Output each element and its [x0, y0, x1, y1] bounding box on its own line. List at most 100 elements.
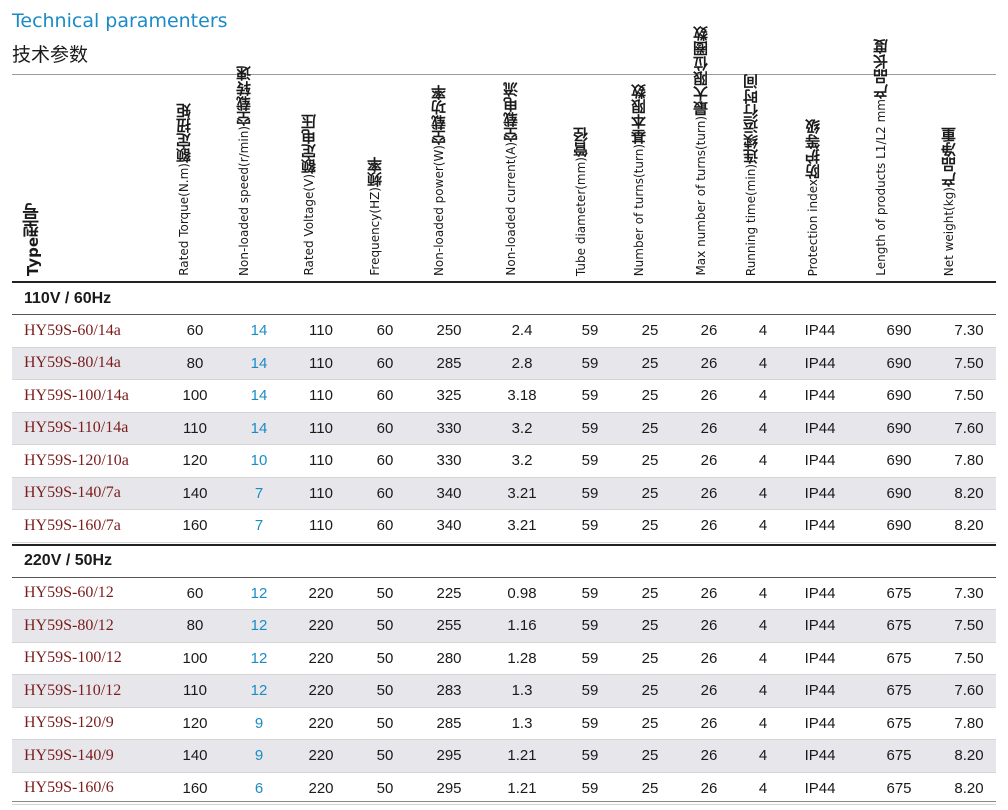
cell-maxturns: 26	[700, 617, 718, 635]
cell-turns: 25	[641, 747, 659, 765]
cell-protection: IP44	[804, 354, 836, 372]
cell-protection: IP44	[804, 747, 836, 765]
cell-maxturns: 26	[700, 452, 718, 470]
cell-frequency: 50	[376, 747, 394, 765]
cell-frequency: 50	[376, 617, 394, 635]
cell-frequency: 50	[376, 649, 394, 667]
cell-speed: 12	[250, 617, 268, 635]
cell-current: 1.3	[511, 714, 533, 732]
cell-protection: IP44	[804, 714, 836, 732]
cell-speed: 14	[250, 354, 268, 372]
cell-voltage: 220	[308, 617, 334, 635]
cell-protection: IP44	[804, 419, 836, 437]
cell-length: 675	[886, 714, 912, 732]
column-header-turns: Number of turns(turn)基本限数	[630, 84, 648, 276]
column-header-voltage-cn: 额定电压	[300, 114, 318, 175]
column-header-current: Non-loaded current(A)空载电流	[502, 82, 520, 276]
cell-type: HY59S-110/14a	[24, 419, 129, 437]
column-header-tube-cn: 管径	[572, 126, 590, 157]
cell-protection: IP44	[804, 517, 836, 535]
column-header-length: Length of products L1/L2 mm产品长度	[872, 39, 890, 276]
column-header-torque-cn: 额定扭矩	[175, 103, 193, 164]
cell-speed: 12	[250, 682, 268, 700]
cell-frequency: 60	[376, 484, 394, 502]
cell-weight: 7.60	[954, 419, 984, 437]
cell-torque: 60	[186, 322, 204, 340]
cell-power: 330	[436, 452, 462, 470]
cell-maxturns: 26	[700, 779, 718, 797]
column-header-frequency-en: Frequency(HZ)	[368, 187, 382, 276]
cell-power: 340	[436, 484, 462, 502]
table-row: HY59S-140/9 140 9 220 50 295 1.21 59 25 26 4 IP44 67…	[12, 740, 996, 773]
cell-power: 225	[436, 584, 462, 602]
table-row: HY59S-80/12 80 12 220 50 255 1.16 59 25 26 4 IP44 67…	[12, 610, 996, 643]
column-header-type-cn: 型号	[23, 202, 43, 237]
cell-turns: 25	[641, 322, 659, 340]
cell-type: HY59S-100/14a	[24, 386, 129, 404]
cell-torque: 140	[182, 747, 208, 765]
cell-length: 690	[886, 419, 912, 437]
cell-frequency: 50	[376, 584, 394, 602]
cell-type: HY59S-120/10a	[24, 451, 129, 469]
cell-voltage: 220	[308, 714, 334, 732]
cell-weight: 7.50	[954, 617, 984, 635]
column-header-speed: Non-loaded speed(r/min)空载转速	[235, 66, 253, 276]
cell-weight: 7.50	[954, 354, 984, 372]
cell-frequency: 60	[376, 322, 394, 340]
cell-current: 3.21	[507, 484, 537, 502]
cell-maxturns: 26	[700, 714, 718, 732]
cell-length: 675	[886, 617, 912, 635]
column-header-speed-cn: 空载转速	[235, 66, 253, 127]
section-header: 110V / 60Hz	[12, 281, 996, 315]
page-title-english: Technical paramenters	[12, 10, 228, 32]
cell-speed: 9	[254, 747, 264, 765]
table-row: HY59S-110/12 110 12 220 50 283 1.3 59 25 26 4 IP44 6…	[12, 675, 996, 708]
column-header-power: Non-loaded power(W)空载功率	[430, 85, 448, 276]
cell-torque: 60	[186, 584, 204, 602]
cell-maxturns: 26	[700, 322, 718, 340]
cell-frequency: 60	[376, 419, 394, 437]
cell-frequency: 50	[376, 682, 394, 700]
cell-runtime: 4	[758, 649, 768, 667]
cell-type: HY59S-160/6	[24, 779, 114, 797]
column-header-length-en: Length of products L1/L2 mm	[874, 99, 888, 276]
column-header-torque-en: Rated Torque(N.m)	[177, 163, 191, 276]
column-header-protection-cn: 防护等级	[804, 118, 822, 179]
cell-runtime: 4	[758, 714, 768, 732]
cell-maxturns: 26	[700, 747, 718, 765]
cell-runtime: 4	[758, 747, 768, 765]
cell-power: 295	[436, 779, 462, 797]
column-header-runtime: Running time(min)连续运行时间	[742, 74, 760, 276]
cell-runtime: 4	[758, 584, 768, 602]
cell-voltage: 220	[308, 649, 334, 667]
cell-current: 1.16	[507, 617, 537, 635]
cell-speed: 7	[254, 484, 264, 502]
cell-maxturns: 26	[700, 387, 718, 405]
cell-current: 3.2	[511, 452, 533, 470]
cell-speed: 12	[250, 584, 268, 602]
cell-tube: 59	[581, 747, 599, 765]
cell-length: 690	[886, 484, 912, 502]
table-row: HY59S-110/14a 110 14 110 60 330 3.2 59 25 26 4 IP44…	[12, 412, 996, 445]
cell-torque: 80	[186, 354, 204, 372]
cell-type: HY59S-80/12	[24, 616, 114, 634]
cell-frequency: 50	[376, 714, 394, 732]
cell-maxturns: 26	[700, 517, 718, 535]
cell-voltage: 110	[309, 517, 333, 535]
cell-length: 675	[886, 747, 912, 765]
cell-turns: 25	[641, 354, 659, 372]
cell-turns: 25	[641, 682, 659, 700]
column-header-maxturns-en: Max number of turns(turn)	[694, 116, 708, 276]
cell-length: 690	[886, 452, 912, 470]
column-header-type-en: Type	[24, 236, 42, 276]
cell-power: 280	[436, 649, 462, 667]
cell-runtime: 4	[758, 354, 768, 372]
table-row: HY59S-120/10a 120 10 110 60 330 3.2 59 25 26 4 IP44…	[12, 445, 996, 478]
table-row: HY59S-120/9 120 9 220 50 285 1.3 59 25 26 4 IP44 675…	[12, 708, 996, 740]
cell-type: HY59S-80/14a	[24, 354, 121, 372]
cell-tube: 59	[581, 714, 599, 732]
cell-protection: IP44	[804, 584, 836, 602]
column-header-frequency-cn: 频率	[366, 157, 384, 188]
cell-weight: 8.20	[954, 779, 984, 797]
column-header-tube: Tube diameter(mm)管径	[572, 126, 590, 276]
